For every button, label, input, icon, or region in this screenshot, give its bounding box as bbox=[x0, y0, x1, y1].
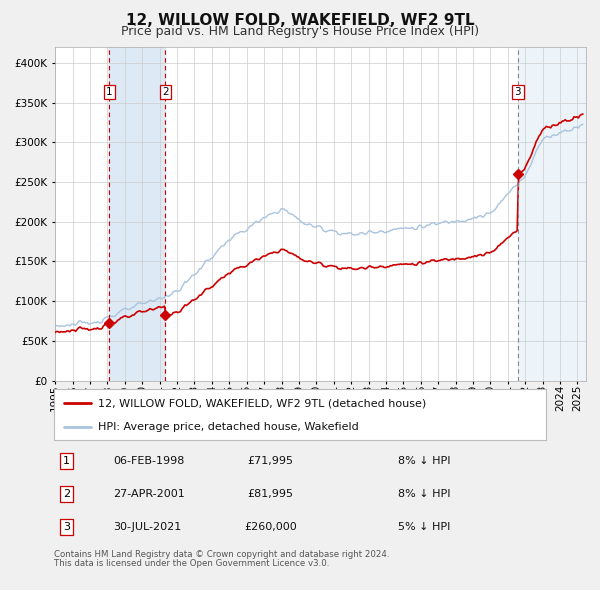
Text: Contains HM Land Registry data © Crown copyright and database right 2024.: Contains HM Land Registry data © Crown c… bbox=[54, 550, 389, 559]
Text: 06-FEB-1998: 06-FEB-1998 bbox=[113, 456, 184, 466]
Text: 8% ↓ HPI: 8% ↓ HPI bbox=[398, 456, 451, 466]
Text: 2: 2 bbox=[162, 87, 169, 97]
Text: £260,000: £260,000 bbox=[244, 522, 297, 532]
Text: 3: 3 bbox=[515, 87, 521, 97]
Text: £81,995: £81,995 bbox=[247, 489, 293, 499]
Text: 12, WILLOW FOLD, WAKEFIELD, WF2 9TL: 12, WILLOW FOLD, WAKEFIELD, WF2 9TL bbox=[125, 13, 475, 28]
Text: Price paid vs. HM Land Registry's House Price Index (HPI): Price paid vs. HM Land Registry's House … bbox=[121, 25, 479, 38]
Text: 5% ↓ HPI: 5% ↓ HPI bbox=[398, 522, 451, 532]
Text: 27-APR-2001: 27-APR-2001 bbox=[113, 489, 185, 499]
Text: HPI: Average price, detached house, Wakefield: HPI: Average price, detached house, Wake… bbox=[98, 421, 359, 431]
Bar bbox=[109, 47, 166, 381]
Text: 8% ↓ HPI: 8% ↓ HPI bbox=[398, 489, 451, 499]
Text: 1: 1 bbox=[106, 87, 112, 97]
Text: 2: 2 bbox=[63, 489, 70, 499]
Text: This data is licensed under the Open Government Licence v3.0.: This data is licensed under the Open Gov… bbox=[54, 559, 329, 568]
Text: £71,995: £71,995 bbox=[247, 456, 293, 466]
Text: 1: 1 bbox=[63, 456, 70, 466]
Text: 12, WILLOW FOLD, WAKEFIELD, WF2 9TL (detached house): 12, WILLOW FOLD, WAKEFIELD, WF2 9TL (det… bbox=[98, 398, 427, 408]
Text: 30-JUL-2021: 30-JUL-2021 bbox=[113, 522, 181, 532]
Bar bbox=[518, 47, 586, 381]
Text: 3: 3 bbox=[63, 522, 70, 532]
